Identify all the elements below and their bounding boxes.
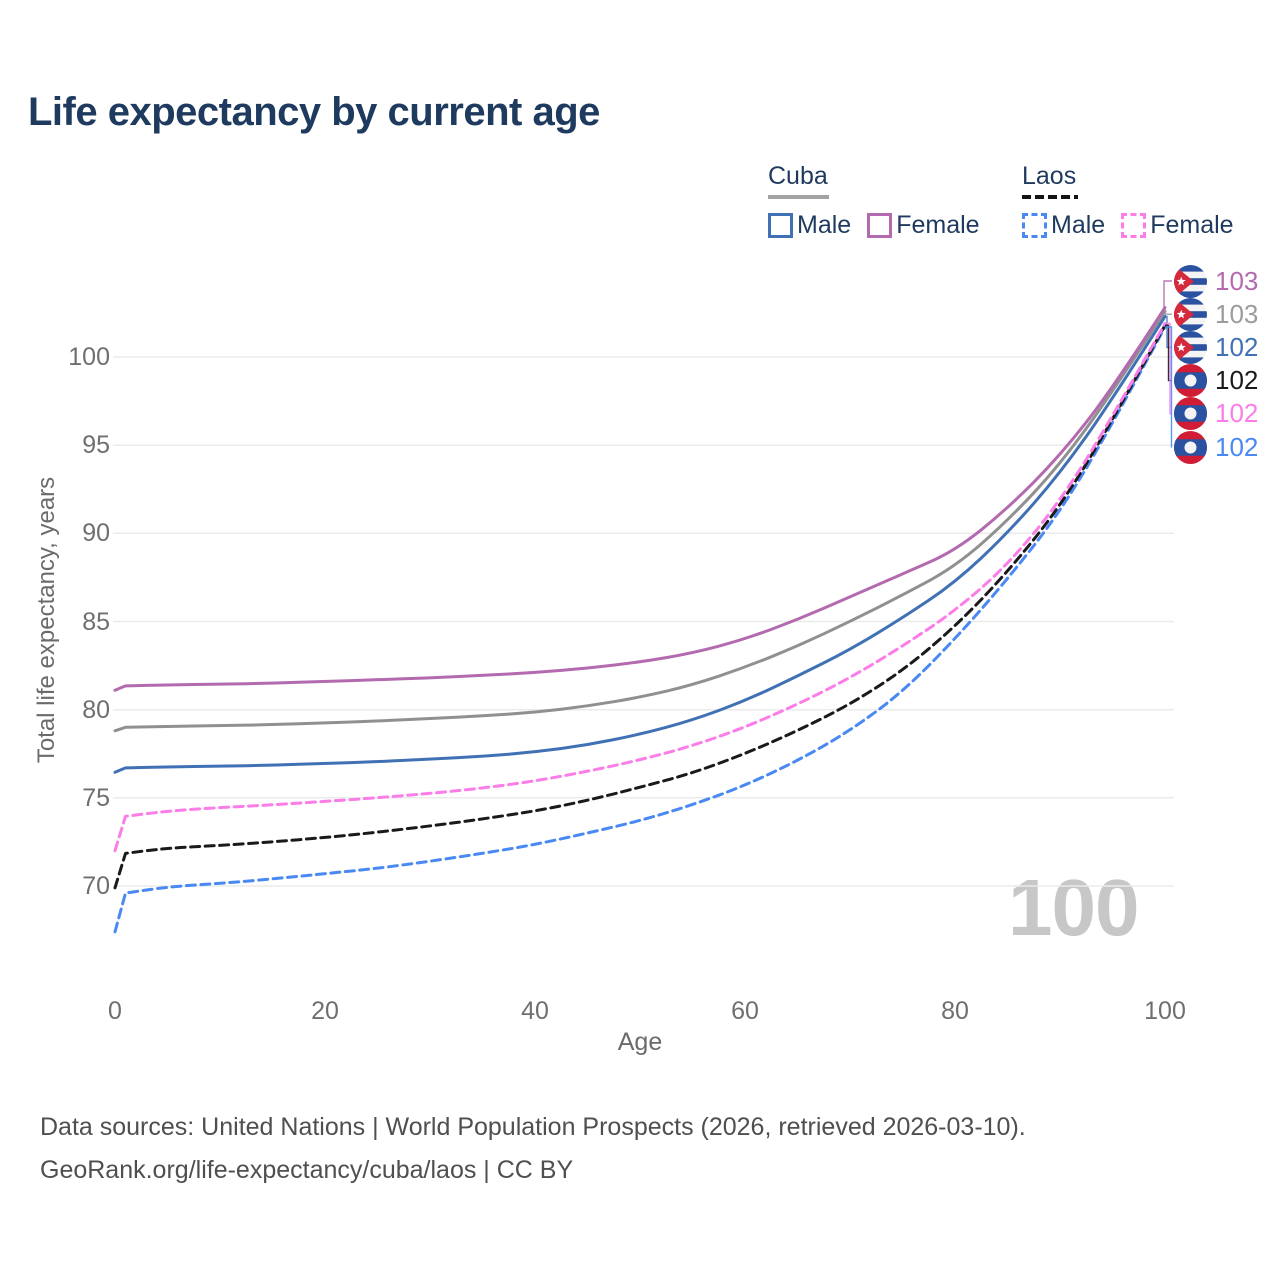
- y-tick-label: 95: [82, 431, 110, 460]
- series-line-cuba-female: [113, 306, 1167, 692]
- legend-country-laos: Laos: [1022, 162, 1077, 190]
- x-axis-title: Age: [617, 1028, 663, 1056]
- legend-item-laos-female[interactable]: Female: [1121, 211, 1234, 240]
- legend-label-cuba-male: Male: [797, 211, 852, 239]
- legend-label-laos-female: Female: [1150, 211, 1234, 239]
- cuba-flag-icon: [1174, 330, 1207, 364]
- footer-source-line: Data sources: United Nations | World Pop…: [40, 1113, 1026, 1141]
- series-line-cuba-both-sexes: [113, 309, 1167, 733]
- end-label-row-laos-both-sexes: 102: [1174, 364, 1258, 398]
- footer: Data sources: United Nations | World Pop…: [40, 1106, 1026, 1192]
- legend-item-cuba-female[interactable]: Female: [867, 211, 980, 240]
- series-line-laos-both-sexes: [113, 323, 1167, 890]
- cuba-male-swatch: [768, 213, 793, 238]
- end-value-label: 102: [1215, 431, 1259, 462]
- leader-line-laos-male: [1165, 326, 1173, 448]
- series-line-laos-male: [113, 325, 1167, 934]
- y-tick-label: 80: [82, 695, 110, 724]
- x-tick-label: 0: [108, 997, 122, 1025]
- laos-male-swatch: [1022, 213, 1047, 238]
- y-tick-label: 90: [82, 519, 110, 548]
- series-line-laos-female: [113, 322, 1167, 853]
- cuba-flag-icon: [1174, 264, 1207, 298]
- laos-female-swatch: [1121, 213, 1147, 238]
- page-title: Life expectancy by current age: [28, 90, 600, 134]
- end-value-label: 103: [1215, 265, 1259, 296]
- x-tick-label: 60: [731, 997, 759, 1025]
- end-label-row-cuba-both-sexes: 103: [1174, 297, 1258, 331]
- laos-dashed-line-swatch: [1022, 195, 1078, 199]
- legend-label-cuba-female: Female: [896, 211, 980, 239]
- y-tick-label: 100: [68, 343, 110, 371]
- legend-country-cuba: Cuba: [768, 162, 828, 190]
- y-tick-label: 85: [82, 607, 110, 636]
- cuba-female-swatch: [867, 213, 893, 238]
- end-value-label: 102: [1215, 331, 1259, 362]
- y-tick-label: 70: [82, 872, 110, 900]
- end-label-row-cuba-female: 103: [1174, 264, 1258, 298]
- y-tick-label: 75: [82, 783, 110, 812]
- end-value-label: 103: [1215, 298, 1259, 329]
- end-label-row-cuba-male: 102: [1174, 330, 1258, 364]
- legend-label-laos-male: Male: [1051, 211, 1106, 239]
- laos-flag-icon: [1174, 397, 1207, 431]
- end-label-row-laos-female: 102: [1174, 397, 1258, 431]
- series-line-cuba-male: [113, 314, 1167, 774]
- x-tick-label: 100: [1144, 997, 1186, 1025]
- footer-attribution-line: GeoRank.org/life-expectancy/cuba/laos | …: [40, 1156, 574, 1184]
- laos-flag-icon: [1174, 430, 1207, 464]
- legend-item-laos-male[interactable]: Male: [1022, 211, 1105, 240]
- legend-group-laos: Laos Male Female: [1022, 162, 1234, 240]
- watermark-age-counter: 100: [1008, 863, 1139, 952]
- end-label-row-laos-male: 102: [1174, 430, 1258, 464]
- end-value-label: 102: [1215, 365, 1259, 396]
- legend-item-cuba-male[interactable]: Male: [768, 211, 851, 240]
- leader-line-cuba-both-sexes: [1164, 310, 1172, 315]
- x-tick-label: 40: [521, 997, 549, 1025]
- legend-group-cuba: Cuba Male Female: [768, 162, 980, 240]
- leader-line-cuba-female: [1163, 280, 1172, 309]
- cuba-solid-line-swatch: [768, 195, 829, 199]
- end-value-label: 102: [1215, 398, 1259, 429]
- x-tick-label: 20: [311, 997, 339, 1025]
- x-tick-label: 80: [941, 997, 969, 1025]
- laos-flag-icon: [1174, 364, 1207, 398]
- cuba-flag-icon: [1174, 297, 1207, 331]
